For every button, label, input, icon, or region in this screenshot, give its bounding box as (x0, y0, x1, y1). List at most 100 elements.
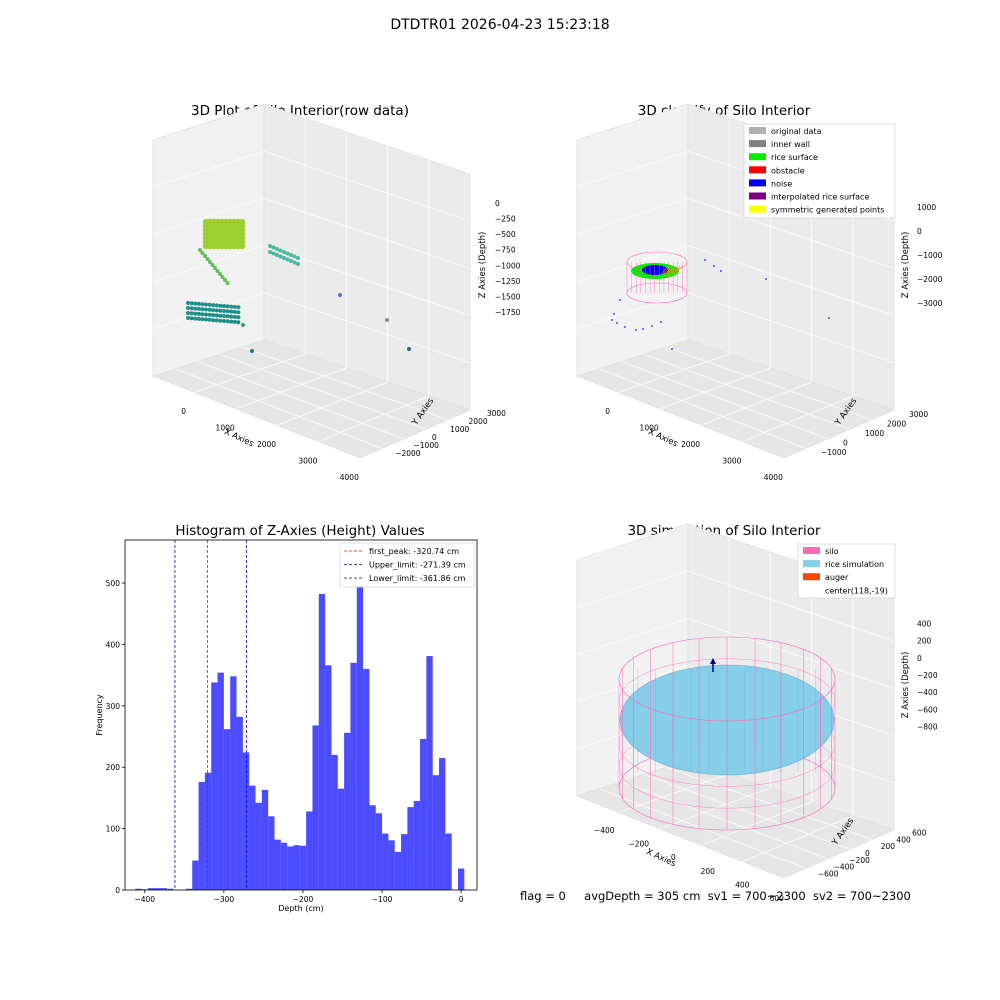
plot1-point (193, 316, 198, 321)
histogram-y-tick: 500 (106, 579, 121, 588)
plot4-y-tick: 600 (912, 828, 927, 837)
plot1-point (207, 317, 212, 322)
plot4-grid (687, 570, 895, 642)
plot1-point (236, 315, 241, 320)
histogram-x-tick: 0 (459, 895, 464, 904)
plot1-x-tick: 0 (181, 407, 186, 416)
plot4-y-tick: 0 (865, 849, 870, 858)
plot4-grid (701, 801, 812, 846)
avg-depth-text: avgDepth = 305 cm (584, 889, 701, 903)
plot2-y-tick: −1000 (821, 448, 847, 457)
plot1-y-tick: −2000 (395, 449, 421, 458)
plot2-point (624, 326, 626, 328)
histogram-bar (306, 811, 313, 890)
histogram-bar (432, 775, 440, 890)
plot4-grid (643, 774, 851, 850)
plot2-z-label: Z Axies (Depth) (901, 232, 911, 299)
histogram-bar (185, 888, 193, 890)
histogram-bar (363, 668, 370, 890)
plot1-point (189, 301, 194, 306)
plot2-grid (687, 292, 895, 364)
histogram-bar (325, 665, 332, 890)
plot1-point (250, 349, 254, 353)
plot1-point (218, 303, 223, 308)
histogram-bar (135, 888, 142, 890)
histogram-bar (147, 888, 155, 890)
histogram-bar (337, 788, 345, 890)
histogram-title: Histogram of Z-Axies (Height) Values (175, 523, 425, 539)
plot2-legend-swatch (749, 153, 766, 161)
plot1-grid (175, 368, 383, 449)
plot1-point (232, 304, 237, 309)
plot2-legend-swatch (749, 140, 766, 148)
plot1-point (285, 251, 290, 256)
plot1-point (229, 304, 234, 309)
histogram-bar (394, 851, 402, 890)
histogram-bar (160, 888, 167, 890)
plot1-point (203, 254, 207, 258)
plot1-point (200, 312, 205, 317)
histogram-legend-box (339, 542, 475, 588)
plot4-grid (618, 773, 730, 813)
plot4-pane-floor (575, 759, 896, 879)
plot1-point (289, 253, 293, 257)
plot2-point (660, 321, 662, 323)
histogram-bar (287, 846, 294, 890)
plot4-x-label: X Axies (645, 847, 678, 870)
plot4-legend-label: auger (825, 573, 849, 582)
plot1-point (186, 306, 190, 310)
plot2-pane-left (576, 103, 689, 377)
plot1-point (296, 256, 300, 260)
plot4-legend-label: rice simulation (825, 560, 884, 569)
plot4-x-tick: −400 (594, 826, 615, 835)
histogram-bar (439, 757, 446, 890)
plot1-point (282, 250, 286, 254)
plot2-grid (643, 354, 851, 430)
plot4-x-tick: 0 (671, 853, 676, 862)
histogram-bar (413, 800, 421, 890)
plot1-point (218, 318, 223, 323)
plot2-legend-label: interpolated rice surface (771, 193, 869, 202)
plot2-legend-swatch (749, 179, 766, 187)
plot4-y-tick: −200 (849, 856, 870, 865)
plot2-obstacle (665, 265, 675, 277)
plot1-point (282, 256, 286, 260)
plot4-z-tick: 0 (917, 654, 922, 663)
plot1-point (275, 247, 279, 251)
histogram-y-tick: 300 (106, 702, 121, 711)
histogram-bar (458, 868, 465, 890)
plot1-point (241, 323, 245, 327)
plot4-legend-swatch (803, 560, 820, 568)
histogram-legend-label: Upper_limit: -271.39 cm (369, 561, 466, 570)
plot1-point (225, 304, 230, 309)
plot2-grid (576, 245, 689, 282)
plot1-z-tick: 0 (495, 199, 500, 208)
plot1-z-tick: −250 (495, 214, 516, 223)
plot1-point (338, 293, 342, 297)
plot1-point (225, 319, 230, 324)
histogram-bar (249, 785, 256, 890)
plot2-grid (665, 346, 873, 420)
plot1-point (225, 314, 230, 319)
plot1-point (215, 269, 220, 273)
plot1-point (268, 250, 272, 254)
histogram-y-label: Frequency (95, 694, 104, 736)
plot1-point (204, 317, 208, 322)
sv1-text: sv1 = 700~2300 (707, 889, 806, 903)
plot4-y-tick: 400 (896, 835, 911, 844)
histogram-x-tick: −100 (372, 895, 393, 904)
plot4-grid (665, 766, 873, 840)
plot1-point (189, 311, 194, 316)
plot1-point (232, 314, 237, 319)
plot2-point (613, 313, 615, 315)
plot4-legend-swatch (803, 573, 820, 581)
histogram-bar (318, 594, 326, 890)
plot1-point (204, 312, 208, 317)
plot1-x-tick: 3000 (298, 456, 317, 465)
plot1-grid (263, 198, 471, 269)
plot1-z-label: Z Axies (Depth) (478, 232, 488, 299)
histogram-bar (274, 839, 281, 890)
plot1-point (207, 307, 212, 312)
plot1-z-tick: −1500 (495, 293, 521, 302)
